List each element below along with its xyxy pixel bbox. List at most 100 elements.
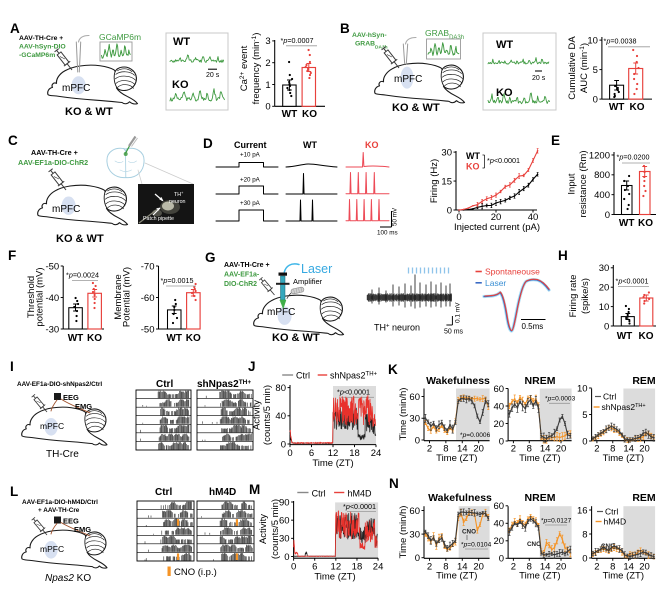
svg-text:14: 14 xyxy=(623,444,634,455)
svg-text:20: 20 xyxy=(556,444,567,455)
svg-text:60: 60 xyxy=(494,384,505,395)
svg-text:10: 10 xyxy=(577,383,588,394)
svg-text:hM4D: hM4D xyxy=(348,489,373,499)
svg-text:2: 2 xyxy=(594,561,599,572)
svg-text:Npas2 KO: Npas2 KO xyxy=(45,573,91,584)
svg-text:0: 0 xyxy=(605,210,610,221)
svg-text:-30: -30 xyxy=(45,324,59,335)
svg-text:20 s: 20 s xyxy=(532,75,546,82)
svg-text:Activity: Activity xyxy=(252,400,263,430)
svg-text:0: 0 xyxy=(456,212,461,223)
svg-text:Ca2+ event: Ca2+ event xyxy=(239,45,251,91)
svg-text:14: 14 xyxy=(540,444,551,455)
svg-text:*p=0.0003: *p=0.0003 xyxy=(545,396,576,403)
svg-text:60: 60 xyxy=(279,515,290,526)
svg-text:WT: WT xyxy=(617,331,633,342)
svg-text:Time (ZT): Time (ZT) xyxy=(314,572,355,583)
svg-text:8: 8 xyxy=(527,561,532,572)
svg-text:20: 20 xyxy=(599,283,610,294)
svg-text:50 mV: 50 mV xyxy=(392,207,399,226)
svg-text:mPFC: mPFC xyxy=(394,74,422,85)
svg-text:AAV-TH-Cre +: AAV-TH-Cre + xyxy=(224,262,270,269)
svg-text:Amplifier: Amplifier xyxy=(293,277,323,286)
svg-text:16: 16 xyxy=(577,505,588,516)
svg-text:mPFC: mPFC xyxy=(62,83,90,94)
svg-text:24: 24 xyxy=(373,562,384,573)
svg-text:0: 0 xyxy=(499,554,504,565)
svg-text:20: 20 xyxy=(491,212,502,223)
svg-text:Time (ZT): Time (ZT) xyxy=(603,571,644,582)
svg-text:shNpas2TH+: shNpas2TH+ xyxy=(197,379,251,391)
svg-text:KO & WT: KO & WT xyxy=(65,106,113,118)
svg-text:KO: KO xyxy=(496,87,513,99)
svg-text:2: 2 xyxy=(594,444,599,455)
svg-text:EMG: EMG xyxy=(75,402,92,411)
svg-text:EEG: EEG xyxy=(63,393,79,402)
svg-text:WT: WT xyxy=(173,36,190,48)
svg-text:15: 15 xyxy=(441,176,452,187)
svg-text:Time (ZT): Time (ZT) xyxy=(436,453,477,464)
svg-text:KO: KO xyxy=(638,218,653,229)
svg-text:90: 90 xyxy=(279,497,290,508)
svg-text:*p=0.0127: *p=0.0127 xyxy=(541,518,572,525)
svg-text:*p=0.0104: *p=0.0104 xyxy=(461,542,492,549)
svg-text:*p<0.0001: *p<0.0001 xyxy=(487,156,520,165)
svg-text:Current: Current xyxy=(234,140,267,150)
svg-text:14: 14 xyxy=(457,444,468,455)
svg-text:N: N xyxy=(389,476,399,491)
svg-text:+ AAV-TH-Cre: + AAV-TH-Cre xyxy=(38,507,80,514)
svg-text:-GCaMP6m: -GCaMP6m xyxy=(19,52,55,59)
svg-text:0: 0 xyxy=(284,552,289,563)
svg-text:0: 0 xyxy=(582,436,587,447)
svg-text:Spontaneouse: Spontaneouse xyxy=(485,267,540,277)
svg-text:Activity: Activity xyxy=(258,514,269,544)
svg-text:AAV-TH-Cre +: AAV-TH-Cre + xyxy=(19,35,63,42)
svg-text:CNO (i.p.): CNO (i.p.) xyxy=(174,567,217,578)
svg-text:14: 14 xyxy=(540,561,551,572)
svg-text:CNO: CNO xyxy=(601,543,615,550)
svg-text:50 ms: 50 ms xyxy=(444,329,464,336)
svg-text:D: D xyxy=(203,136,213,151)
svg-text:KO: KO xyxy=(186,333,201,344)
svg-text:AAV-hSyn-: AAV-hSyn- xyxy=(352,32,387,39)
svg-text:KO: KO xyxy=(466,162,480,172)
svg-text:WT: WT xyxy=(166,333,182,344)
svg-text:+10 pA: +10 pA xyxy=(240,152,261,159)
svg-text:24: 24 xyxy=(371,448,382,459)
svg-text:WT: WT xyxy=(619,218,635,229)
svg-text:1200: 1200 xyxy=(589,150,610,161)
svg-text:0: 0 xyxy=(604,321,609,332)
svg-text:E: E xyxy=(551,133,560,148)
svg-text:CNO: CNO xyxy=(527,541,541,548)
svg-text:Time (min/h): Time (min/h) xyxy=(398,506,409,559)
svg-text:0: 0 xyxy=(593,94,598,105)
svg-text:0.5ms: 0.5ms xyxy=(522,322,544,331)
svg-text:0.1 mV: 0.1 mV xyxy=(455,302,462,323)
svg-text:0: 0 xyxy=(291,562,296,573)
svg-text:NREM: NREM xyxy=(525,375,556,387)
svg-text:*p<0.0001: *p<0.0001 xyxy=(337,388,370,397)
svg-text:60: 60 xyxy=(409,506,420,517)
svg-text:C: C xyxy=(8,133,18,148)
svg-text:8: 8 xyxy=(443,444,448,455)
svg-text:-60: -60 xyxy=(141,293,155,304)
svg-text:G: G xyxy=(205,250,216,265)
svg-text:AAV-EF1a-DIO-hM4D/Ctrl: AAV-EF1a-DIO-hM4D/Ctrl xyxy=(22,499,98,506)
svg-text:20: 20 xyxy=(473,561,484,572)
svg-text:TH+: TH+ xyxy=(174,191,184,198)
svg-text:resistance (Rm): resistance (Rm) xyxy=(578,150,589,217)
svg-text:GRABDA3h: GRABDA3h xyxy=(355,41,388,51)
svg-text:30: 30 xyxy=(279,534,290,545)
svg-text:KO: KO xyxy=(639,331,654,342)
svg-text:10: 10 xyxy=(599,302,610,313)
svg-text:GCaMP6m: GCaMP6m xyxy=(99,32,141,42)
svg-text:*p=0.0038: *p=0.0038 xyxy=(604,37,637,46)
svg-text:100 ms: 100 ms xyxy=(377,230,398,237)
svg-text:WT: WT xyxy=(68,333,84,344)
svg-text:6: 6 xyxy=(309,448,314,459)
svg-text:0: 0 xyxy=(265,102,270,113)
svg-text:A: A xyxy=(10,21,20,36)
svg-text:Patch pipette: Patch pipette xyxy=(143,216,174,222)
svg-text:Wakefulness: Wakefulness xyxy=(428,492,492,504)
svg-text:*p=0.0007: *p=0.0007 xyxy=(281,36,314,45)
